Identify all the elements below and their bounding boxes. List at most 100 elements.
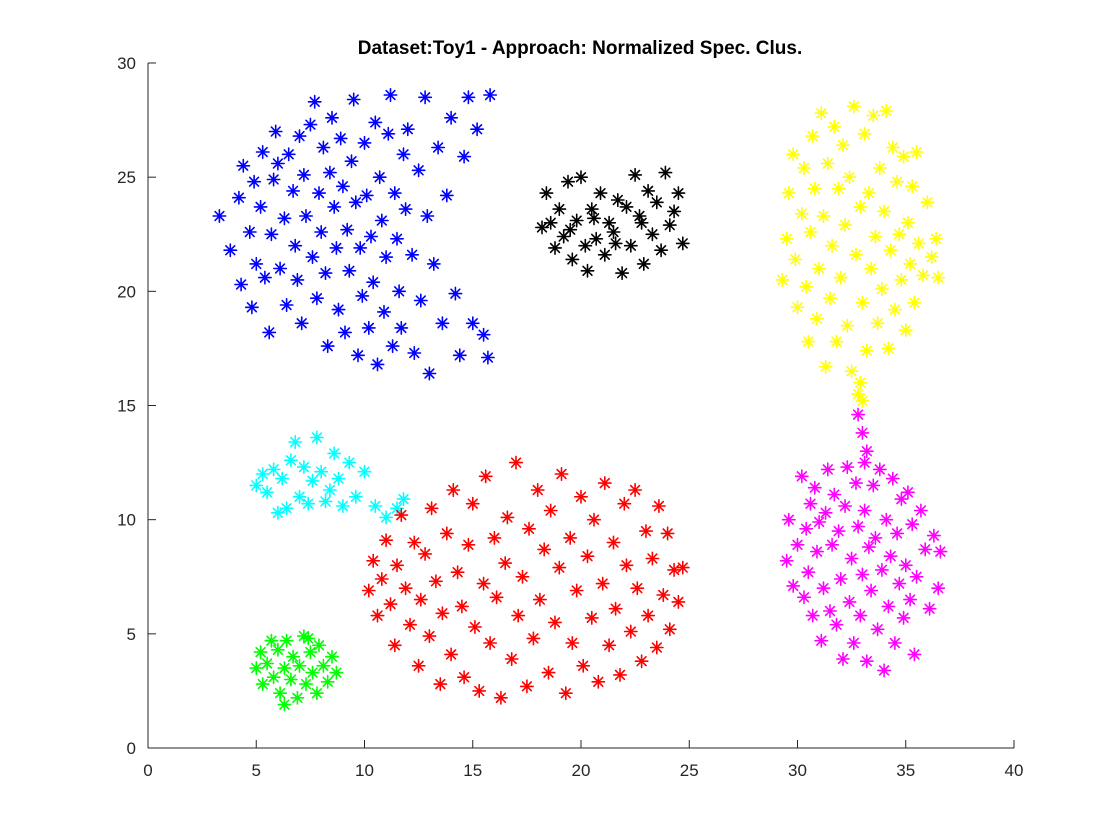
- data-point: [907, 647, 922, 662]
- data-point: [671, 186, 686, 201]
- data-point: [379, 533, 394, 548]
- data-point: [257, 270, 272, 285]
- data-point: [470, 122, 485, 137]
- data-point: [608, 236, 623, 251]
- data-point: [277, 661, 292, 676]
- x-tick-label: 30: [788, 761, 807, 780]
- data-point: [662, 218, 677, 233]
- data-point: [270, 642, 285, 657]
- x-tick-label: 15: [463, 761, 482, 780]
- data-point: [887, 302, 902, 317]
- data-point: [855, 393, 870, 408]
- data-point: [424, 501, 439, 516]
- data-point: [342, 455, 357, 470]
- data-point: [467, 620, 482, 634]
- data-point: [812, 261, 827, 276]
- data-point: [266, 172, 281, 187]
- data-point: [327, 446, 342, 461]
- data-point: [619, 199, 634, 214]
- data-point: [344, 154, 359, 169]
- data-point: [911, 236, 926, 251]
- data-point: [905, 517, 920, 532]
- data-point: [314, 464, 329, 479]
- data-point: [374, 213, 389, 228]
- data-point: [530, 483, 545, 497]
- data-point: [476, 576, 491, 591]
- data-point: [833, 270, 848, 285]
- data-point: [820, 156, 835, 171]
- data-point: [292, 489, 307, 504]
- data-point: [396, 492, 411, 507]
- data-point: [270, 505, 285, 520]
- data-point: [357, 135, 372, 150]
- data-point: [894, 272, 909, 287]
- data-point: [541, 665, 556, 680]
- data-point: [286, 183, 301, 198]
- y-tick-label: 5: [127, 625, 136, 644]
- data-point: [493, 690, 508, 705]
- data-point: [290, 272, 305, 287]
- data-point: [881, 599, 896, 614]
- data-point: [322, 165, 337, 180]
- data-point: [846, 99, 861, 114]
- data-point: [775, 272, 790, 287]
- data-point: [286, 649, 301, 664]
- data-point: [370, 357, 385, 372]
- data-point: [260, 656, 275, 671]
- data-point: [924, 250, 939, 265]
- cluster-5: [249, 629, 344, 712]
- data-point: [426, 256, 441, 271]
- data-point: [418, 546, 433, 561]
- data-point: [325, 110, 339, 125]
- data-point: [929, 231, 944, 246]
- data-point: [353, 241, 368, 255]
- data-point: [535, 220, 549, 235]
- data-point: [797, 161, 811, 175]
- data-point: [255, 677, 270, 692]
- data-point: [916, 268, 931, 283]
- data-point: [569, 583, 584, 598]
- data-point: [838, 499, 853, 513]
- data-point: [301, 496, 316, 511]
- data-point: [831, 524, 846, 539]
- data-point: [338, 325, 352, 340]
- data-point: [628, 483, 643, 497]
- data-point: [223, 243, 238, 258]
- data-point: [394, 320, 409, 335]
- data-point: [262, 325, 277, 340]
- data-point: [431, 140, 446, 155]
- data-point: [595, 576, 610, 591]
- data-point: [868, 229, 883, 244]
- data-point: [428, 574, 443, 589]
- data-point: [786, 578, 801, 593]
- data-point: [212, 209, 227, 223]
- data-point: [864, 583, 879, 598]
- data-point: [794, 469, 809, 484]
- data-point: [779, 553, 794, 568]
- data-point: [580, 263, 595, 278]
- data-point: [296, 629, 311, 644]
- chart-title: Dataset:Toy1 - Approach: Normalized Spec…: [358, 38, 802, 59]
- data-point: [881, 341, 896, 356]
- data-point: [247, 174, 262, 189]
- data-point: [266, 670, 281, 685]
- data-point: [900, 485, 915, 500]
- data-point: [255, 145, 270, 159]
- data-point: [667, 562, 682, 577]
- data-point: [253, 199, 268, 214]
- data-point: [844, 364, 859, 379]
- data-point: [656, 588, 671, 602]
- data-point: [853, 608, 868, 623]
- data-point: [810, 311, 824, 326]
- data-point: [563, 222, 578, 237]
- data-point: [641, 608, 656, 623]
- data-point: [903, 256, 918, 271]
- data-point: [859, 444, 874, 459]
- data-point: [803, 496, 818, 511]
- data-point: [554, 467, 569, 481]
- data-point: [357, 464, 372, 479]
- data-point: [318, 266, 333, 281]
- data-point: [606, 535, 621, 550]
- data-point: [390, 558, 404, 573]
- data-point: [333, 131, 348, 146]
